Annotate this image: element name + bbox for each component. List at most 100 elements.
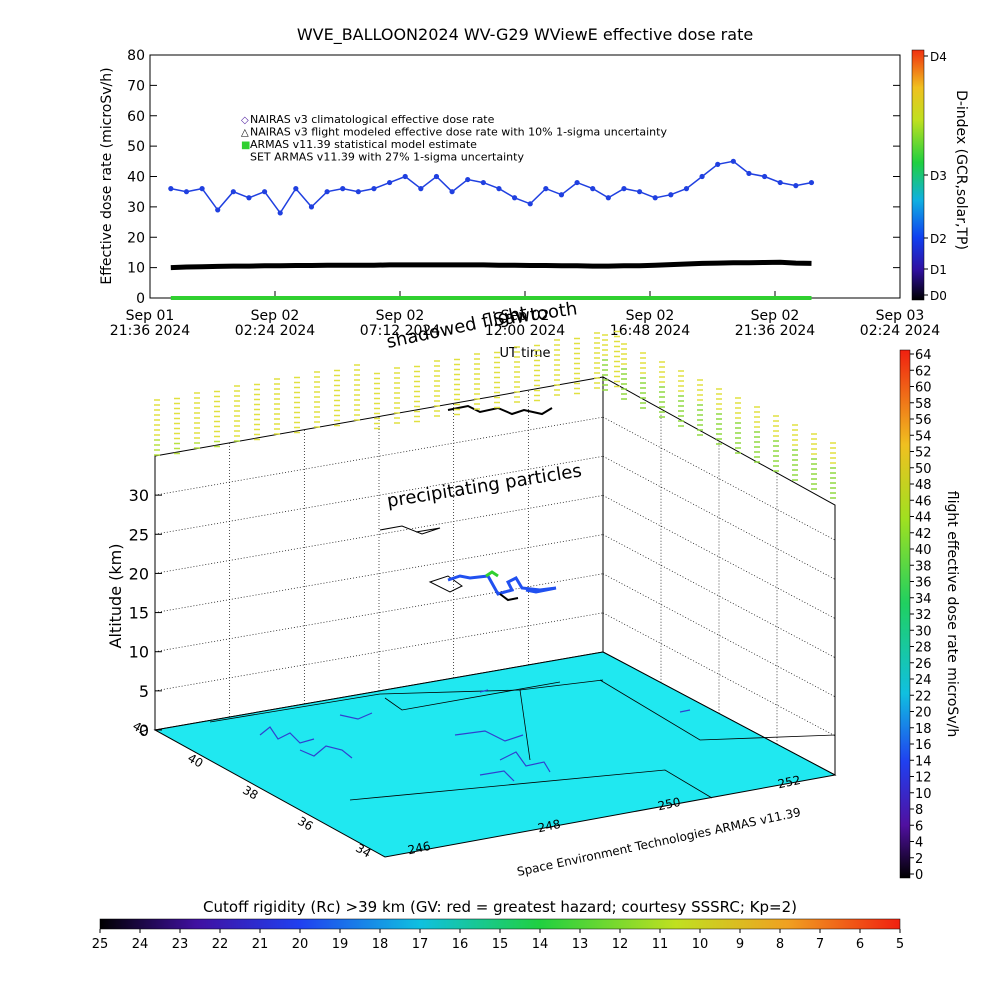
dose-colorbar-tick-label: 12 xyxy=(915,771,932,786)
cutoff-tick-label: 18 xyxy=(372,937,389,952)
series-point xyxy=(433,173,440,180)
dindex-colorbar: D4 D3 D2 D1 D0 D-index (GCR,solar,TP) xyxy=(911,49,969,303)
z-tick-label: 20 xyxy=(129,564,149,583)
series-point xyxy=(761,173,768,180)
dose-colorbar-tick-label: 52 xyxy=(915,446,932,461)
sawtooth-track xyxy=(447,404,553,416)
series-point xyxy=(261,189,268,195)
dose-colorbar: 6462605856545250484644424038363432302826… xyxy=(899,348,960,883)
latitude-tick-label: 42 xyxy=(130,719,150,739)
series-point xyxy=(808,179,815,186)
series-point xyxy=(418,186,424,192)
cutoff-tick-label: 19 xyxy=(332,937,349,952)
series-point xyxy=(230,189,236,195)
top-series-group xyxy=(168,158,815,300)
longitude-tick-label: 250 xyxy=(657,795,682,813)
cutoff-tick-label: 15 xyxy=(492,937,509,952)
dose-colorbar-tick-label: 26 xyxy=(915,657,932,672)
back-wall-grid xyxy=(154,391,836,776)
cutoff-rigidity-bar: Cutoff rigidity (Rc) >39 km (GV: red = g… xyxy=(92,898,904,952)
dose-colorbar-strip xyxy=(899,349,911,879)
cutoff-tick-label: 6 xyxy=(856,937,864,952)
dose-colorbar-tick-label: 40 xyxy=(915,543,932,558)
series-point xyxy=(402,173,408,180)
dose-colorbar-tick-label: 42 xyxy=(915,527,932,542)
dose-colorbar-tick-label: 0 xyxy=(915,868,923,883)
dose-colorbar-tick-label: 54 xyxy=(915,429,932,444)
longitude-ticks: 246 248 250 252 xyxy=(407,773,802,857)
series-point xyxy=(574,179,580,186)
top-ytick-label: 10 xyxy=(127,261,145,277)
series-point xyxy=(605,195,611,201)
longitude-tick-label: 246 xyxy=(407,839,432,857)
top-xtick-label-date: Sep 01 xyxy=(126,308,175,324)
3d-panel: 0 5 10 15 20 25 30 Altitude (km) 42 40 38 36 34 24… xyxy=(106,298,837,879)
z-tick-label: 5 xyxy=(139,682,149,701)
dose-colorbar-tick-label: 16 xyxy=(915,738,932,753)
series-point xyxy=(449,189,455,195)
dose-colorbar-tick-label: 38 xyxy=(915,559,932,574)
latitude-tick-label: 38 xyxy=(240,783,260,803)
top-xlabel: UT time xyxy=(500,346,551,361)
dindex-label: D-index (GCR,solar,TP) xyxy=(953,90,969,250)
top-ytick-label: 60 xyxy=(127,109,145,125)
dose-colorbar-tick-label: 10 xyxy=(915,787,932,802)
dindex-tick-group: D4 D3 D2 D1 D0 xyxy=(924,50,947,303)
dose-colorbar-tick-label: 50 xyxy=(915,462,932,477)
series-point xyxy=(183,189,190,195)
series-point xyxy=(293,186,299,192)
series-point xyxy=(324,189,330,195)
floor-state-borders xyxy=(209,679,836,801)
z-axis-label: Altitude (km) xyxy=(106,544,125,649)
flight-track-3d xyxy=(379,525,557,602)
longitude-tick-label: 248 xyxy=(537,817,562,835)
dose-colorbar-tick-label: 4 xyxy=(915,836,923,851)
series-point xyxy=(793,183,799,189)
dose-colorbar-tick-label: 6 xyxy=(915,819,923,834)
dindex-tick-label: D1 xyxy=(930,263,947,277)
dose-colorbar-tick-label: 62 xyxy=(915,364,932,379)
dose-colorbar-tick-label: 56 xyxy=(915,413,932,428)
floor-terrain-ground-track xyxy=(259,689,691,782)
cutoff-tick-label: 20 xyxy=(292,937,309,952)
dose-colorbar-tick-label: 2 xyxy=(915,852,923,867)
series-point xyxy=(465,176,471,183)
z-axis-ticks: 0 5 10 15 20 25 30 xyxy=(129,486,162,740)
dose-colorbar-tick-label: 28 xyxy=(915,641,932,656)
cutoff-tick-label: 25 xyxy=(92,937,109,952)
top-xtick-label-date: Sep 02 xyxy=(376,308,425,324)
series-point xyxy=(480,179,486,186)
series-point xyxy=(558,192,565,198)
longitude-tick-label: 252 xyxy=(777,773,802,791)
top-xtick-label-date: Sep 02 xyxy=(501,308,550,324)
top-xtick-label-time: 07:12 2024 xyxy=(360,323,441,339)
series-point xyxy=(308,204,315,210)
latitude-tick-label: 40 xyxy=(185,751,205,771)
dose-colorbar-tick-label: 64 xyxy=(915,348,932,363)
dose-colorbar-tick-label: 14 xyxy=(915,754,932,769)
z-tick-label: 10 xyxy=(129,643,149,662)
legend-text: ARMAS v11.39 statistical model estimate xyxy=(250,138,477,151)
cutoff-tick-label: 16 xyxy=(452,937,469,952)
top-xtick-label-time: 02:24 2024 xyxy=(860,323,941,339)
top-ytick-label: 50 xyxy=(127,139,145,155)
cutoff-tick-label: 24 xyxy=(132,937,149,952)
top-ytick-label: 70 xyxy=(127,78,145,94)
top-xtick-label-date: Sep 02 xyxy=(251,308,300,324)
dose-colorbar-tick-label: 24 xyxy=(915,673,932,688)
dose-colorbar-tick-label: 22 xyxy=(915,689,932,704)
dose-colorbar-tick-label: 18 xyxy=(915,722,932,737)
cutoff-tick-label: 7 xyxy=(816,937,824,952)
dose-colorbar-tick-label: 46 xyxy=(915,494,932,509)
top-ytick-label: 0 xyxy=(136,291,145,307)
top-legend: ◇ NAIRAS v3 climatological effective dose… xyxy=(241,113,667,164)
latitude-tick-label: 36 xyxy=(295,814,315,834)
series-point xyxy=(355,189,361,195)
dose-colorbar-tick-label: 60 xyxy=(915,381,932,396)
series-point xyxy=(246,195,252,201)
dindex-tick-label: D2 xyxy=(930,232,947,246)
series-point xyxy=(511,195,518,201)
dindex-tick-label: D3 xyxy=(930,169,947,183)
